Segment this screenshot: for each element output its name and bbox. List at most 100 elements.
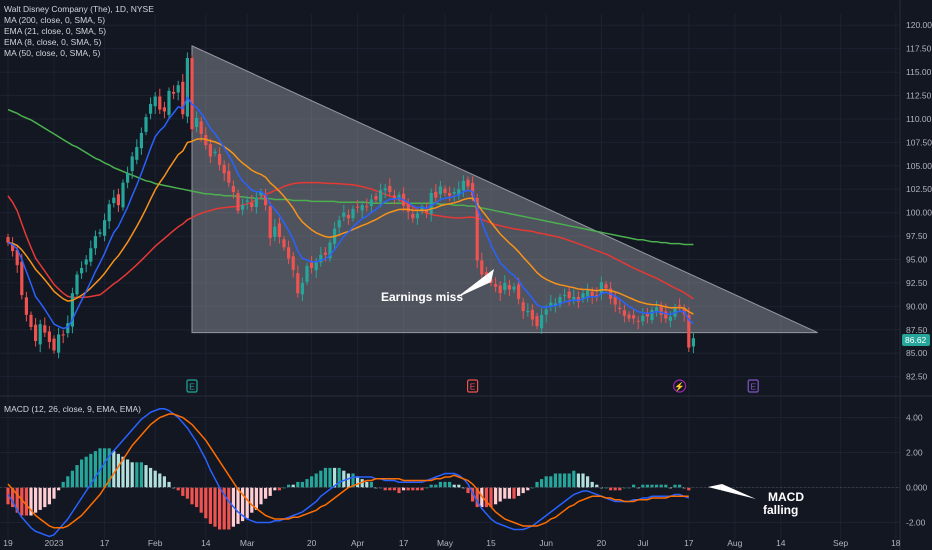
candle-body (563, 295, 567, 297)
macd-histogram-bar (457, 484, 461, 488)
candle-body (673, 307, 677, 317)
macd-histogram-bar (89, 453, 93, 488)
earnings-miss-arrowhead (486, 269, 494, 282)
annotations: Earnings miss MACD falling (381, 269, 804, 517)
macd-histogram-bar (264, 487, 268, 499)
candle-body (457, 189, 461, 196)
macd-histogram-bar (595, 484, 599, 488)
macd-pane[interactable] (0, 408, 900, 538)
macd-histogram-bar (199, 487, 203, 513)
macd-histogram-bar (218, 487, 222, 530)
earnings-marker (186, 379, 198, 393)
macd-histogram-bar (383, 487, 387, 491)
candle-body (116, 194, 120, 206)
macd-histogram-bar (268, 487, 272, 496)
legend-ma200[interactable]: MA (200, close, 0, SMA, 5) (4, 15, 106, 25)
candle-body (641, 315, 645, 322)
candle-body (540, 314, 544, 329)
macd-falling-label-2: falling (763, 503, 798, 517)
legend-title[interactable]: Walt Disney Company (The), 1D, NYSE (4, 4, 154, 14)
price-tick-label: 90.00 (906, 301, 928, 311)
candle-body (98, 232, 102, 234)
macd-histogram-bar (107, 448, 111, 488)
legend-ema8[interactable]: EMA (8, close, 0, SMA, 5) (4, 37, 102, 47)
macd-histogram-bar (655, 484, 659, 488)
macd-histogram-bar (38, 487, 42, 510)
macd-histogram-bar (397, 487, 401, 494)
candle-body (47, 331, 51, 342)
candle-body (374, 196, 378, 200)
candle-body (503, 282, 507, 290)
candle-body (553, 303, 557, 306)
axes: 120.00 117.50 115.00 112.50 110.00 107.50 105.… (3, 20, 932, 548)
candle-body (195, 118, 199, 128)
macd-histogram-bar (333, 467, 337, 488)
candle-body (356, 206, 360, 208)
candle-body (461, 180, 465, 191)
macd-histogram-bar (406, 487, 410, 491)
legend-ma50[interactable]: MA (50, close, 0, SMA, 5) (4, 48, 101, 58)
time-tick-label: 17 (684, 538, 694, 548)
macd-histogram-bar (572, 470, 576, 488)
macd-histogram-bar (650, 484, 654, 488)
macd-histogram-bar (609, 487, 613, 491)
macd-signal-line (7, 413, 689, 529)
candle-body (264, 195, 268, 206)
candle-body (323, 252, 327, 255)
macd-histogram-bar (553, 473, 557, 488)
candle-body (517, 284, 521, 299)
macd-legend[interactable]: MACD (12, 26, close, 9, EMA, EMA) (4, 404, 141, 414)
macd-histogram-bar (673, 484, 677, 488)
macd-histogram-bar (443, 481, 447, 488)
candle-body (360, 205, 364, 211)
candle-body (572, 296, 576, 301)
legend-ema21[interactable]: EMA (21, close, 0, SMA, 5) (4, 26, 107, 36)
macd-histogram-bar (448, 481, 452, 488)
candle-body (80, 267, 84, 274)
macd-histogram-bar (678, 484, 682, 488)
candle-body (153, 96, 157, 107)
macd-histogram-bar (204, 487, 208, 519)
macd-histogram-bar (558, 473, 562, 488)
time-tick-label: Jul (637, 538, 648, 548)
macd-histogram-bar (34, 487, 38, 513)
candle-body (24, 297, 28, 315)
candle-body (66, 323, 70, 334)
macd-histogram-bar (494, 487, 498, 505)
macd-histogram-bar (590, 481, 594, 488)
candle-body (310, 262, 314, 268)
macd-histogram-bar (305, 479, 309, 488)
macd-histogram-bar (411, 487, 415, 491)
candle-body (369, 199, 373, 206)
candle-body (549, 302, 553, 307)
macd-histogram-bar (84, 456, 88, 488)
candle-body (176, 85, 180, 93)
time-tick-label: 15 (486, 538, 496, 548)
macd-histogram-bar (80, 459, 84, 488)
macd-histogram-bar (475, 487, 479, 508)
candle-body (34, 324, 38, 342)
candle-body (103, 220, 107, 236)
macd-histogram-bar (342, 470, 346, 488)
macd-histogram-bar (98, 448, 102, 488)
candle-body (277, 223, 281, 238)
event-markers[interactable]: E E ⚡ E (186, 379, 759, 393)
candle-body (273, 226, 277, 237)
macd-histogram-bar (181, 487, 185, 496)
macd-histogram-bar (581, 473, 585, 488)
candle-body (448, 192, 452, 196)
event-marker-letter: E (189, 382, 195, 392)
time-tick-label: 14 (776, 538, 786, 548)
candle-body (342, 212, 346, 217)
time-tick-label: May (437, 538, 454, 548)
candle-body (425, 209, 429, 213)
time-tick-label: Feb (148, 538, 163, 548)
macd-histogram-bar (576, 473, 580, 488)
candle-body (415, 213, 419, 219)
time-tick-label: 20 (307, 538, 317, 548)
ma200-line (7, 108, 694, 246)
earnings-marker (467, 379, 479, 393)
candle-body (526, 311, 530, 313)
